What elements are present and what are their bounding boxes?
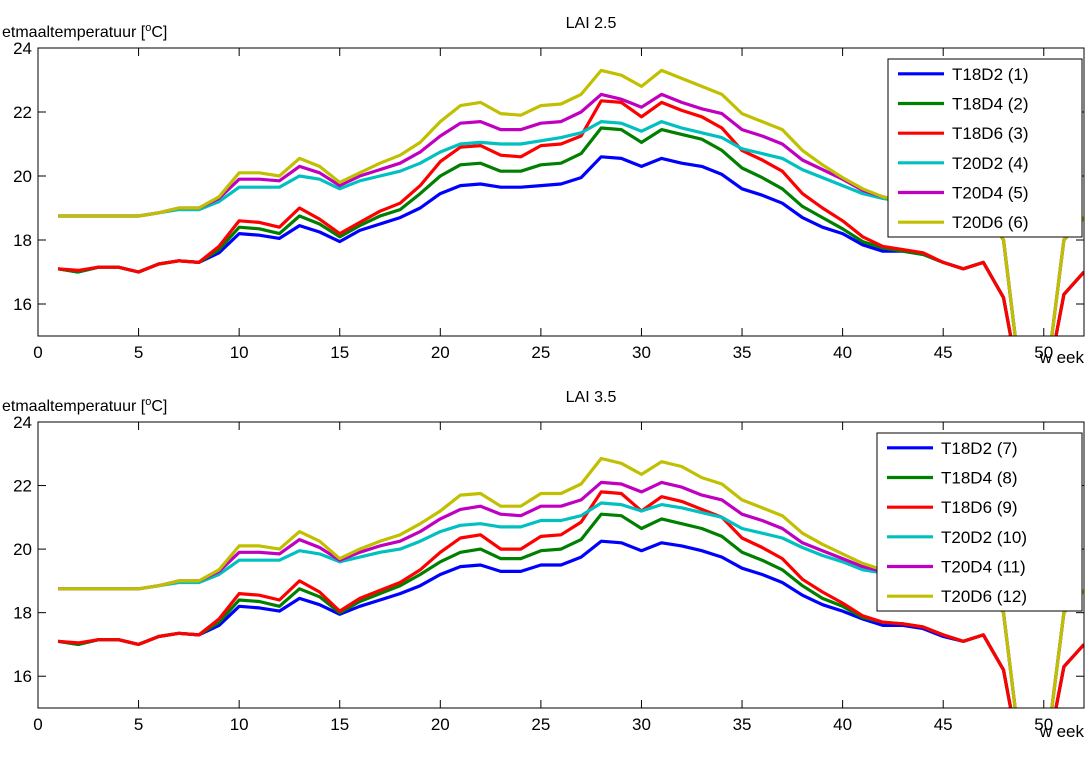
y-axis-label: etmaaltemperatuur [oC] — [2, 396, 167, 415]
x-axis-label: w eek — [1039, 722, 1085, 741]
legend: T18D2 (7) T18D4 (8) T18D6 (9) T20D2 (10) T20… — [876, 432, 1083, 612]
legend-label-3: T18D6 (3) — [952, 124, 1029, 143]
axes-frame — [37, 47, 1085, 337]
x-tick-label: 10 — [230, 343, 249, 362]
x-tick-label: 35 — [733, 343, 752, 362]
y-tick-label: 18 — [13, 231, 32, 250]
legend-box — [887, 58, 1083, 238]
y-tick-label: 20 — [13, 167, 32, 186]
x-tick-label: 15 — [330, 715, 349, 734]
x-tick-label: 0 — [33, 715, 42, 734]
legend-label-2: T18D4 (8) — [941, 469, 1018, 488]
x-tick-label: 20 — [431, 343, 450, 362]
y-axis-label: etmaaltemperatuur [oC] — [2, 22, 167, 41]
chart-panel-2: 0 5 10 15 20 25 30 35 40 45 50 16 18 20 22 24 LAI 3.5 etm… — [2, 389, 1085, 741]
chart-panel-1: 0 5 10 15 20 25 30 35 40 45 50 16 18 20 22 24 LAI 2.5 etm… — [2, 15, 1085, 367]
legend-label-4: T20D2 (4) — [952, 154, 1029, 173]
x-tick-label: 5 — [134, 715, 143, 734]
legend-label-1: T18D2 (1) — [952, 65, 1029, 84]
series-line-3 — [57, 99, 1084, 336]
legend-label-4: T20D2 (10) — [941, 528, 1027, 547]
x-tick-label: 30 — [632, 343, 651, 362]
x-tick-label: 20 — [431, 715, 450, 734]
y-tick-label: 16 — [13, 295, 32, 314]
axes-frame — [37, 421, 1085, 709]
x-tick-label: 5 — [134, 343, 143, 362]
x-tick-label: 50 — [1034, 343, 1053, 362]
x-tick-label: 40 — [833, 715, 852, 734]
x-tick-label: 25 — [531, 715, 550, 734]
legend-label-6: T20D6 (6) — [952, 213, 1029, 232]
legend: T18D2 (1) T18D4 (2) T18D6 (3) T20D2 (4) T20D… — [887, 58, 1083, 238]
legend-label-3: T18D6 (9) — [941, 498, 1018, 517]
y-tick-label: 24 — [13, 39, 32, 58]
legend-label-6: T20D6 (12) — [941, 587, 1027, 606]
chart-title: LAI 2.5 — [566, 15, 617, 32]
x-tick-label: 35 — [733, 715, 752, 734]
y-tick-label: 18 — [13, 604, 32, 623]
x-tick-label: 45 — [934, 715, 953, 734]
y-tick-label: 20 — [13, 540, 32, 559]
x-tick-label: 40 — [833, 343, 852, 362]
legend-label-5: T20D4 (5) — [952, 184, 1029, 203]
y-tick-label: 16 — [13, 667, 32, 686]
x-tick-label: 30 — [632, 715, 651, 734]
y-tick-label: 22 — [13, 477, 32, 496]
x-tick-label: 45 — [934, 343, 953, 362]
y-tick-label: 22 — [13, 103, 32, 122]
legend-box — [876, 432, 1083, 612]
legend-label-2: T18D4 (2) — [952, 95, 1029, 114]
x-tick-label: 50 — [1034, 715, 1053, 734]
x-tick-label: 25 — [531, 343, 550, 362]
legend-label-5: T20D4 (11) — [941, 558, 1026, 577]
series-line-3 — [57, 490, 1084, 708]
chart-title: LAI 3.5 — [566, 389, 617, 406]
x-tick-label: 15 — [330, 343, 349, 362]
x-tick-label: 0 — [33, 343, 42, 362]
y-tick-label: 24 — [13, 413, 32, 432]
legend-label-1: T18D2 (7) — [941, 439, 1018, 458]
x-axis-label: w eek — [1039, 348, 1085, 367]
x-tick-label: 10 — [230, 715, 249, 734]
